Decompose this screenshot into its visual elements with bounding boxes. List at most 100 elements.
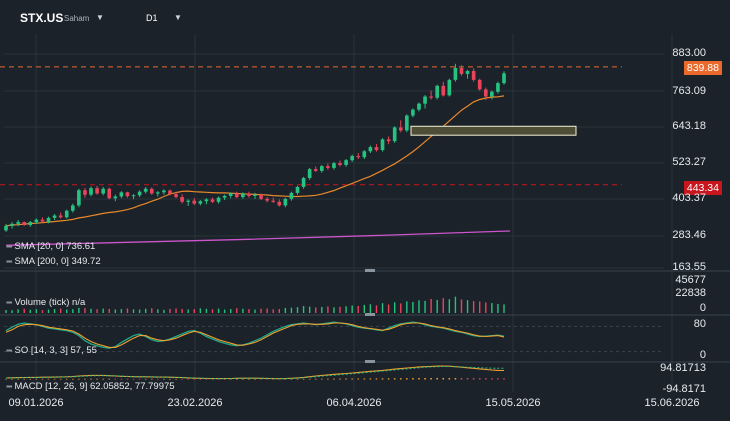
candle-body: [216, 197, 221, 202]
candle-body: [107, 188, 112, 199]
symbol-dropdown-icon[interactable]: ▼: [96, 13, 104, 22]
sma200-line: [5, 230, 511, 246]
macd-tick-label: 94.81713: [660, 362, 706, 374]
macd-histogram-bar: [132, 378, 135, 380]
sma200-text: SMA [200, 0] 349.72: [14, 256, 101, 267]
macd-histogram-bar: [114, 378, 117, 380]
volume-bar: [242, 308, 244, 313]
macd-histogram-bar: [78, 378, 80, 380]
sma20-series: [5, 95, 505, 227]
macd-histogram-bar: [460, 378, 463, 380]
macd-histogram-bar: [41, 378, 44, 380]
macd-histogram-bar: [96, 378, 98, 380]
price-zone-rect: [410, 125, 577, 136]
volume-bar: [315, 307, 317, 313]
candle-body: [386, 139, 391, 142]
macd-histogram-bar: [491, 378, 493, 380]
volume-bar: [308, 306, 311, 313]
macd-histogram-bar: [308, 378, 311, 380]
candle-body: [83, 190, 87, 195]
x-tick-label: 15.06.2026: [644, 397, 700, 409]
macd-histogram-bar: [90, 378, 92, 380]
y-tick-label: 283.46: [672, 229, 706, 241]
macd-histogram-bar: [284, 378, 287, 380]
candle-body: [429, 96, 433, 98]
macd-histogram-bar: [363, 378, 366, 380]
candle-body: [483, 89, 488, 97]
indicator-settings-icon[interactable]: ▪▪▪: [6, 242, 12, 251]
macd-histogram-bar: [296, 378, 299, 380]
volume-bar: [284, 308, 287, 313]
macd-histogram-bar: [333, 378, 335, 380]
x-tick-label: 09.01.2026: [8, 397, 64, 409]
volume-bar: [199, 308, 202, 313]
macd-histogram-bar: [339, 378, 341, 380]
upper-price-label: 839.88: [683, 61, 722, 75]
macd-histogram-bar: [157, 378, 159, 380]
volume-bar: [333, 307, 335, 313]
indicator-label-macd[interactable]: ▪▪▪ MACD [12, 26, 9] 62.05852, 77.79975: [6, 381, 175, 392]
candle-body: [198, 201, 203, 204]
candle-body: [70, 205, 75, 211]
indicator-label-volume[interactable]: ▪▪▪ Volume (tick) n/a: [6, 297, 85, 308]
candle-body: [338, 163, 342, 165]
volume-bar: [138, 309, 141, 313]
candle-body: [411, 109, 415, 116]
volume-bar: [72, 309, 74, 313]
volume-bar: [321, 306, 323, 313]
macd-histogram-bar: [5, 378, 7, 380]
timeframe-dropdown-icon[interactable]: ▼: [174, 13, 182, 22]
macd-histogram-bar: [35, 378, 38, 380]
candle-body: [368, 147, 373, 152]
volume-bar: [400, 303, 402, 313]
volume-bar: [84, 308, 86, 313]
volume-tick-label: 45677: [675, 274, 706, 286]
macd-histogram-bar: [144, 378, 147, 380]
x-tick-label: 06.04.2026: [326, 397, 382, 409]
symbol-label[interactable]: STX.US: [20, 11, 64, 25]
candle-body: [350, 156, 354, 161]
macd-histogram-bar: [369, 378, 372, 380]
macd-histogram-bar: [478, 378, 481, 380]
macd-histogram-bar: [393, 378, 396, 380]
candle-body: [162, 190, 166, 193]
indicator-label-sma200[interactable]: ▪▪▪ SMA [200, 0] 349.72: [6, 256, 101, 267]
macd-histogram-bar: [466, 378, 469, 380]
candle-body: [465, 70, 470, 74]
volume-series: [5, 296, 505, 313]
macd-histogram-bar: [84, 378, 86, 380]
indicator-settings-icon[interactable]: ▪▪▪: [6, 382, 12, 391]
candle-body: [398, 127, 403, 131]
candle-body: [332, 163, 336, 168]
macd-histogram-bar: [272, 378, 275, 380]
volume-bar: [418, 300, 420, 313]
macd-histogram-bar: [266, 378, 268, 380]
macd-histogram-bar: [150, 378, 153, 380]
candle-body: [52, 215, 57, 218]
indicator-settings-icon[interactable]: ▪▪▪: [6, 257, 12, 266]
indicator-label-so[interactable]: ▪▪▪ SO [14, 3, 3] 57, 55: [6, 345, 97, 356]
volume-bar: [175, 308, 177, 313]
candle-body: [271, 200, 276, 202]
macd-histogram-bar: [138, 378, 141, 380]
macd-histogram-bar: [235, 378, 238, 380]
volume-bar: [339, 306, 341, 313]
volume-bar: [193, 309, 195, 313]
candle-body: [95, 188, 99, 194]
volume-bar: [132, 309, 135, 313]
volume-bar: [424, 300, 426, 313]
indicator-label-sma20[interactable]: ▪▪▪ SMA [20, 0] 736.61: [6, 241, 95, 252]
x-tick-label: 23.02.2026: [167, 397, 223, 409]
volume-bar: [266, 308, 268, 313]
volume-bar: [5, 309, 7, 313]
indicator-settings-icon[interactable]: ▪▪▪: [6, 346, 12, 355]
volume-bar: [460, 299, 463, 313]
candle-body: [380, 139, 385, 151]
volume-bar: [290, 307, 293, 313]
macd-histogram-bar: [345, 378, 347, 380]
macd-histogram-bar: [17, 378, 19, 380]
timeframe-label[interactable]: D1: [146, 13, 158, 23]
indicator-settings-icon[interactable]: ▪▪▪: [6, 298, 12, 307]
volume-bar: [35, 309, 38, 313]
